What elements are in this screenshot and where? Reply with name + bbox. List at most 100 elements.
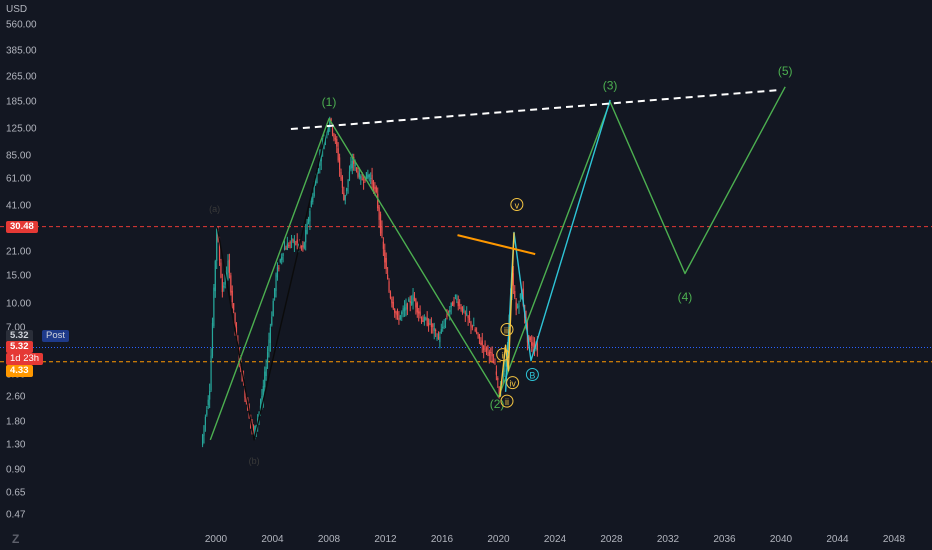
candle-body: [225, 272, 228, 280]
candle-body: [430, 323, 433, 328]
candle-body: [440, 329, 442, 333]
candle-body: [306, 222, 308, 234]
candle-body: [413, 297, 416, 301]
candle-body: [326, 131, 328, 133]
candle-body: [423, 317, 425, 323]
candle-body: [375, 187, 377, 193]
candle-body: [533, 343, 536, 350]
candle-body: [497, 378, 499, 380]
time-tick-label: 2048: [882, 534, 906, 545]
candle-body: [473, 325, 475, 327]
countdown-badge: 1d 23h: [6, 353, 44, 365]
candle-body: [344, 194, 346, 201]
candle-body: [254, 426, 256, 439]
candle-body: [467, 315, 469, 319]
candle-body: [201, 434, 204, 446]
candle-body: [261, 395, 263, 406]
candle-body: [483, 345, 485, 351]
candle-body: [290, 238, 293, 240]
wave-label: B: [529, 371, 535, 381]
candle-body: [422, 320, 424, 322]
candle-body: [450, 302, 452, 308]
candle-body: [323, 139, 325, 149]
candle-body: [307, 218, 310, 223]
prev-price-badge: 4.33: [6, 365, 33, 377]
candle-body: [216, 229, 218, 261]
candle-body: [296, 239, 298, 244]
candle-body: [300, 246, 303, 248]
candle-body: [268, 339, 270, 352]
candle-body: [532, 342, 534, 348]
time-tick-label: 2028: [600, 534, 623, 545]
candle-body: [492, 361, 495, 364]
time-tick-label: 2036: [713, 534, 736, 545]
candle-body: [319, 157, 321, 166]
candle-body: [227, 260, 229, 273]
candle-body: [398, 318, 400, 321]
price-tick-label: 2.60: [6, 391, 26, 403]
time-tick-label: 2032: [656, 534, 680, 545]
candle-body: [367, 174, 369, 179]
candle-body: [235, 326, 238, 337]
candle-body: [498, 387, 500, 395]
candle-body: [432, 323, 434, 328]
price-tick-label: 1.30: [6, 439, 26, 451]
candle-body: [399, 315, 401, 320]
candle-body: [388, 281, 390, 292]
candle-body: [419, 311, 421, 316]
candle-body: [512, 273, 514, 286]
price-tick-label: 41.00: [6, 200, 32, 212]
candle-body: [365, 172, 368, 179]
candle-body: [384, 250, 386, 263]
candle-body: [265, 367, 267, 377]
candle-body: [437, 333, 440, 339]
candle-body: [209, 390, 211, 400]
candle-body: [231, 290, 233, 303]
candle-body: [389, 292, 392, 298]
tradingview-logo[interactable]: Z: [12, 532, 20, 546]
candle-body: [207, 399, 209, 406]
candle-body: [340, 172, 342, 180]
candle-body: [312, 196, 314, 202]
candle-body: [387, 274, 389, 279]
candle-body: [480, 342, 482, 345]
price-tick-label: 21.00: [6, 246, 32, 258]
candle-body: [336, 138, 338, 147]
candle-body: [454, 295, 457, 297]
candle-body: [451, 302, 454, 306]
candle-body: [214, 261, 216, 292]
candle-body: [395, 311, 397, 315]
candle-body: [334, 137, 336, 140]
candle-body: [234, 313, 236, 327]
candle-body: [515, 302, 517, 311]
candle-body: [487, 346, 489, 350]
price-tick-label: 1.80: [6, 416, 26, 428]
candle-body: [343, 192, 345, 201]
candle-body: [245, 397, 247, 403]
candle-body: [427, 322, 430, 327]
candle-body: [331, 128, 334, 134]
candle-body: [241, 370, 243, 382]
candle-body: [502, 373, 505, 375]
candle-body: [271, 316, 273, 326]
wave-label: (b): [249, 456, 260, 466]
candle-body: [223, 285, 225, 288]
candle-body: [531, 342, 533, 346]
candle-body: [293, 239, 295, 244]
candle-body: [535, 347, 537, 350]
candle-body: [536, 343, 538, 351]
candle-body: [258, 412, 260, 418]
candle-body: [412, 294, 414, 303]
candle-body: [394, 308, 396, 313]
level-high-badge: 30.48: [6, 221, 38, 233]
wave-label: (4): [678, 290, 693, 304]
candle-body: [470, 321, 472, 327]
candle-body: [415, 298, 417, 308]
candle-body: [228, 259, 231, 273]
wave-line-green: [209, 86, 786, 441]
candle-body: [446, 315, 448, 317]
candle-body: [381, 226, 383, 237]
candle-body: [368, 174, 370, 178]
